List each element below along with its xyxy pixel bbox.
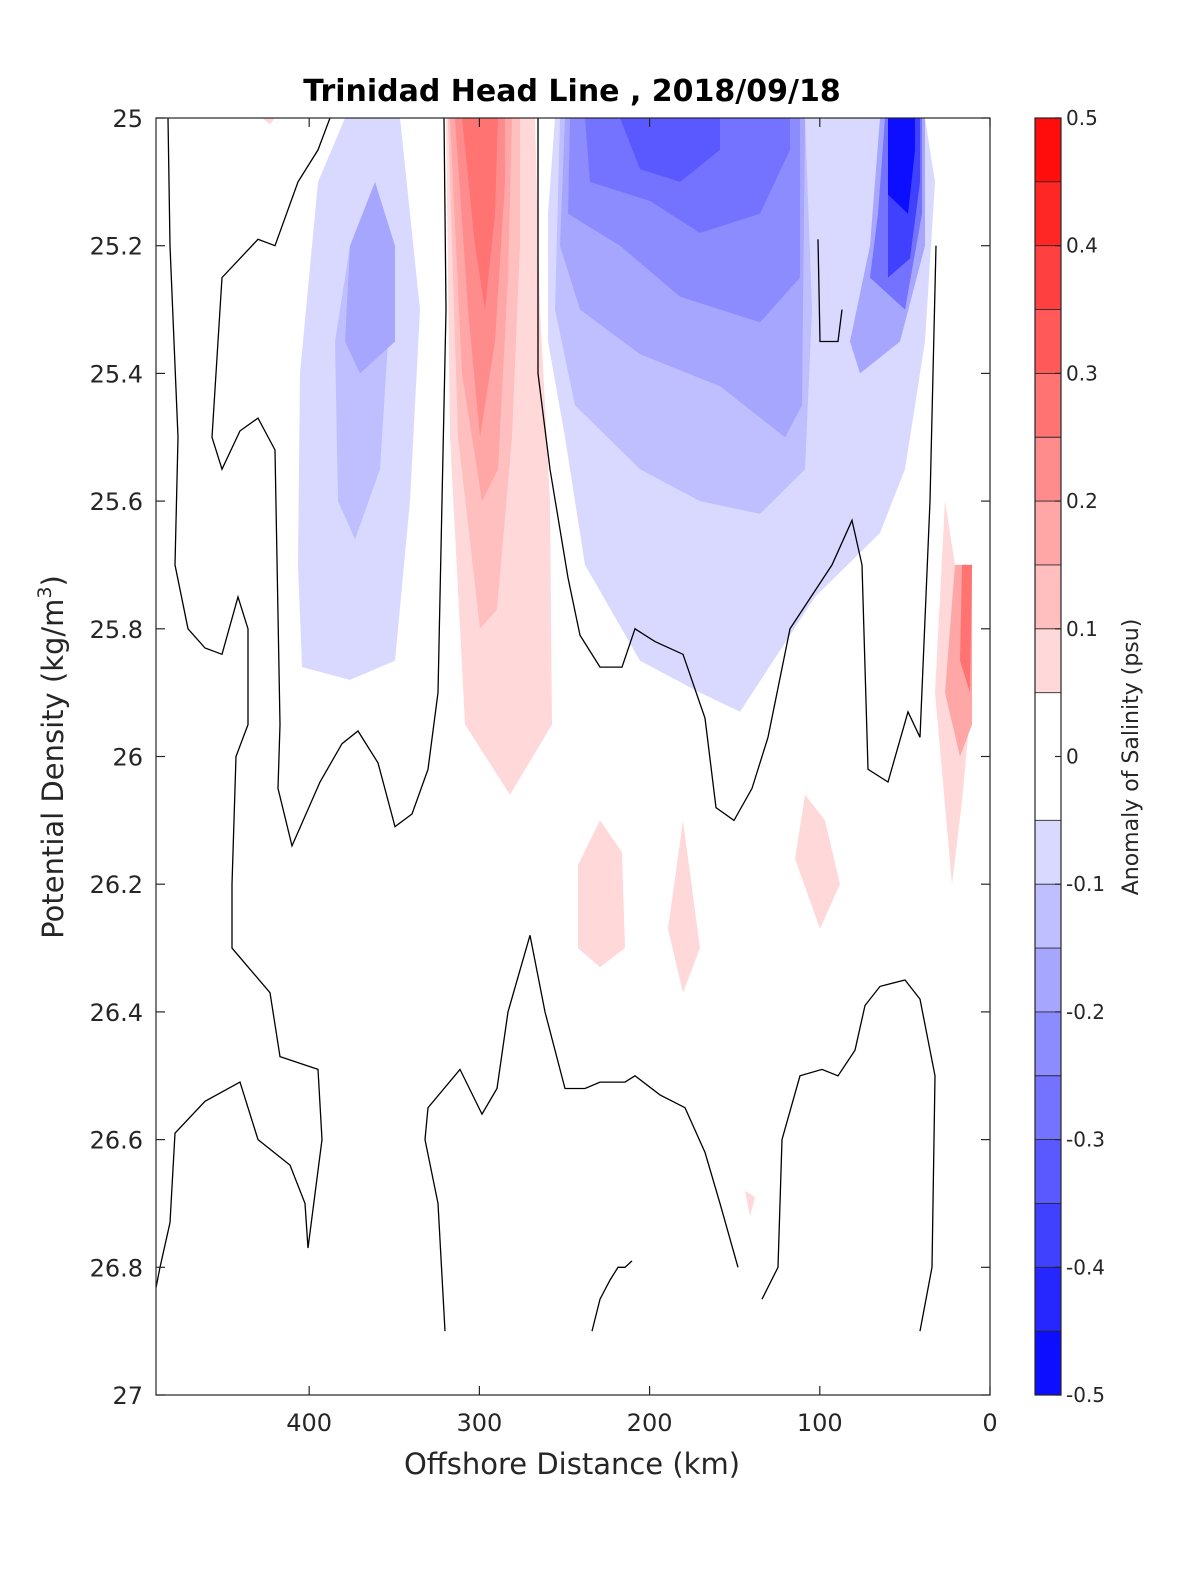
colorbar-band [1035, 948, 1061, 1012]
colorbar-tick-label: -0.1 [1066, 872, 1105, 896]
colorbar-band [1035, 1139, 1061, 1204]
colorbar-tick-label: 0.3 [1066, 361, 1098, 385]
y-tick-label: 26 [112, 744, 143, 772]
zero-contour [761, 979, 936, 1332]
y-tick-label: 26.4 [90, 999, 143, 1027]
y-axis-label: Potential Density (kg/m3) [34, 575, 70, 939]
anomaly-region [345, 181, 395, 374]
colorbar-band [1035, 1075, 1061, 1140]
y-axis-label-superscript: 3 [34, 586, 56, 598]
y-tick-label: 25.4 [90, 360, 143, 388]
y-tick-label: 26.2 [90, 871, 143, 899]
anomaly-region [795, 794, 840, 929]
colorbar-band [1035, 309, 1061, 374]
chart-title: Trinidad Head Line , 2018/09/18 [303, 74, 840, 109]
colorbar-band [1035, 1203, 1061, 1268]
anomaly-region [668, 820, 700, 993]
colorbar-tick-label: 0.1 [1066, 617, 1098, 641]
y-tick-label: 26.6 [90, 1127, 143, 1155]
zero-contour [211, 118, 447, 848]
x-tick-label: 0 [982, 1409, 997, 1437]
colorbar-band [1035, 1331, 1061, 1395]
colorbar-label: Anomaly of Salinity (psu) [1119, 619, 1144, 896]
colorbar-band [1035, 820, 1061, 885]
y-tick-label: 25.2 [90, 233, 143, 261]
zero-contour [424, 935, 739, 1332]
colorbar-tick-label: 0.4 [1066, 234, 1098, 258]
y-tick-label: 25.6 [90, 488, 143, 516]
anomaly-region [462, 118, 498, 310]
colorbar-tick-label: -0.4 [1066, 1255, 1105, 1279]
anomaly-region [578, 820, 625, 968]
y-tick-label: 25.8 [90, 616, 143, 644]
colorbar-band [1035, 118, 1061, 182]
colorbar-band [1035, 245, 1061, 310]
colorbar-band [1035, 501, 1061, 565]
x-tick-label: 300 [456, 1409, 502, 1437]
colorbar-band [1035, 1267, 1061, 1332]
x-tick-label: 200 [627, 1409, 673, 1437]
colorbar-tick-label: 0 [1066, 745, 1079, 769]
y-axis: 25 25.2 25.4 25.6 25.8 26 26.2 26.4 26.6 26.8 27 [90, 105, 990, 1410]
anomaly-region [620, 118, 720, 182]
colorbar-band [1035, 181, 1061, 246]
y-axis-label-main: Potential Density (kg/m [36, 599, 70, 939]
colorbar-tick-label: -0.3 [1066, 1128, 1105, 1152]
y-tick-label: 27 [112, 1382, 143, 1410]
anomaly-region [262, 118, 275, 125]
colorbar-tick-label: 0.5 [1066, 106, 1098, 130]
colorbar-tick-label: -0.5 [1066, 1383, 1105, 1407]
colorbar-band [1035, 1011, 1061, 1076]
colorbar-band [1035, 373, 1061, 438]
colorbar-band [1035, 884, 1061, 949]
y-axis-label-close: ) [36, 575, 70, 586]
anomaly-region [960, 564, 972, 693]
zero-contour [591, 1260, 633, 1332]
zero-contour [156, 118, 323, 1292]
plot-area [155, 117, 991, 1396]
colorbar-tick-label: 0.2 [1066, 489, 1098, 513]
zero-contour [817, 239, 843, 343]
y-tick-label: 25 [112, 105, 143, 133]
x-tick-label: 100 [797, 1409, 843, 1437]
x-axis: 400 300 200 100 0 [286, 118, 998, 1437]
zero-contour [537, 118, 937, 822]
anomaly-region [888, 118, 915, 214]
colorbar-band [1035, 564, 1061, 629]
x-tick-label: 400 [286, 1409, 332, 1437]
colorbar-band [1035, 628, 1061, 693]
y-tick-label: 26.8 [90, 1254, 143, 1282]
anomaly-region [745, 1190, 755, 1217]
colorbar-band [1035, 437, 1061, 502]
colorbar-tick-label: -0.2 [1066, 1000, 1105, 1024]
x-axis-label: Offshore Distance (km) [404, 1447, 740, 1481]
zero-contour-lines [156, 118, 937, 1332]
filled-contours [262, 118, 972, 1217]
colorbar: 0.5 0.4 0.3 0.2 0.1 0 -0.1 -0.2 -0.3 -0.4 -0.5 [1034, 106, 1105, 1407]
